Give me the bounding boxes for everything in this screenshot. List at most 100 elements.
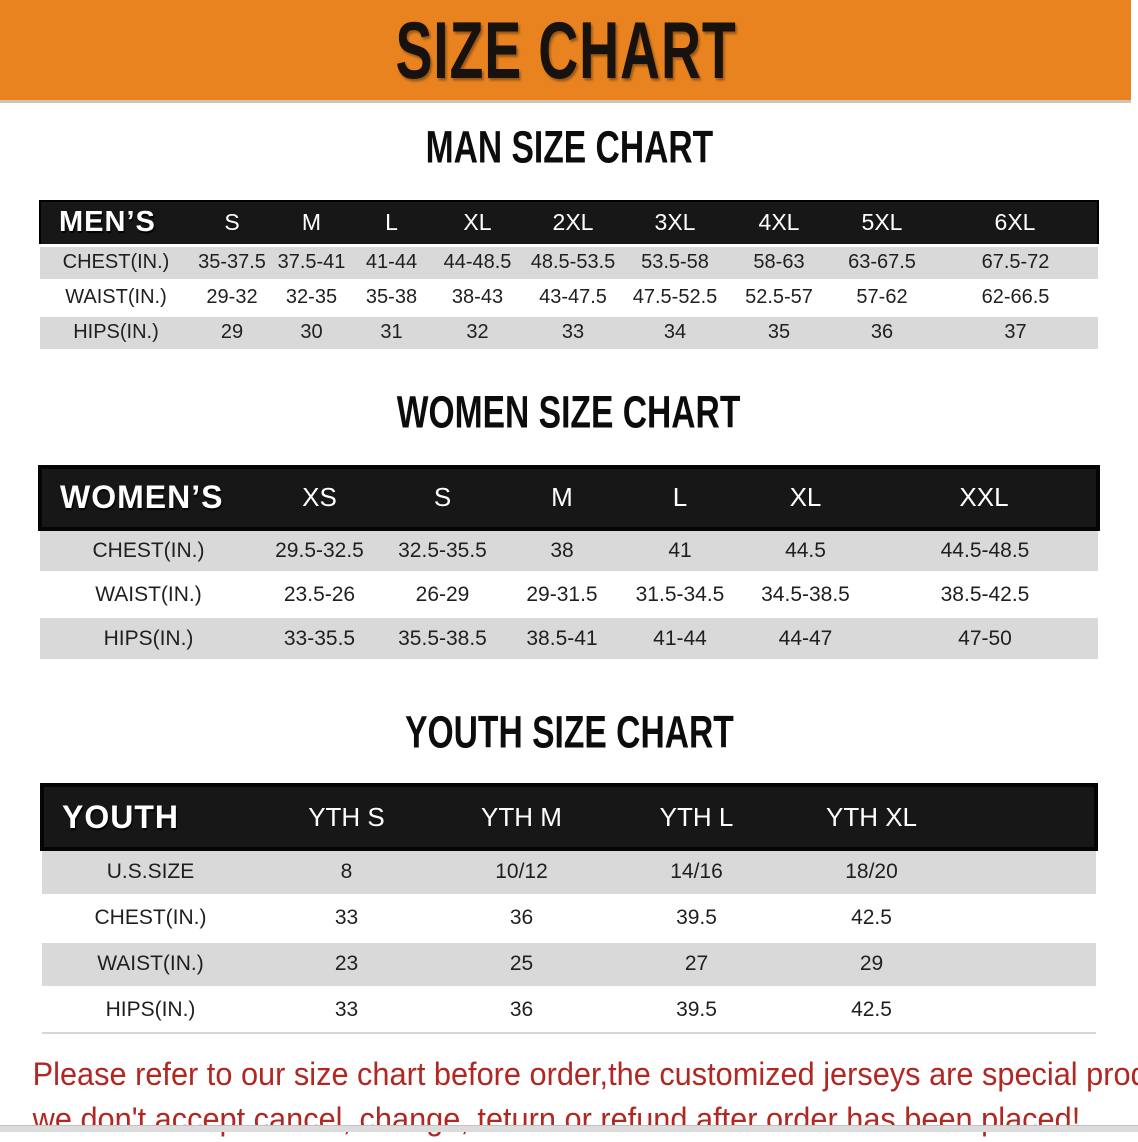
row-label-waistin: WAIST(IN.) [95,582,202,606]
mens-header-row: MEN’S S M L XL 2XL 3XL 4XL 5XL 6XL [40,201,1098,245]
size-value: 33 [334,906,359,929]
size-value: 44.5 [785,538,826,562]
measurement-row-waistin: WAIST(IN.) 23.5-26 26-29 29-31.5 31.5-34.5 34… [40,572,1098,617]
womens-table-body: CHEST(IN.) 29.5-32.5 32.5-35.5 38 41 44.5 44.5… [40,528,1098,661]
column-header-l: L [385,209,398,236]
row-label-waistin: WAIST(IN.) [97,952,204,975]
size-value: 38.5-42.5 [940,582,1030,606]
youth-section-heading-text: YOUTH SIZE CHART [404,706,734,758]
size-value: 31.5-34.5 [635,582,725,606]
disclaimer-line-1: Please refer to our size chart before or… [32,1056,1138,1092]
size-value: 43-47.5 [539,286,607,308]
size-value: 25 [509,952,534,975]
size-value: 23.5-26 [283,582,356,606]
column-header-3xl: 3XL [654,209,696,236]
size-value: 29 [220,321,244,343]
size-value: 67.5-72 [981,251,1050,273]
measurement-row-chestin: CHEST(IN.) 35-37.5 37.5-41 41-44 44-48.5 48.5… [40,245,1098,280]
measurement-row-hipsin: HIPS(IN.) 33 36 39.5 42.5 [42,987,1096,1033]
measurement-row-chestin: CHEST(IN.) 33 36 39.5 42.5 [42,895,1096,941]
size-value: 38.5-41 [526,626,598,650]
size-value: 47-50 [958,626,1012,650]
size-value: 26-29 [415,582,470,606]
size-value: 29-31.5 [526,582,598,606]
womens-table-header: WOMEN’S XS S M L XL XXL [40,466,1098,529]
size-value: 10/12 [495,860,548,884]
column-header-l: L [672,482,688,512]
size-value: 58-63 [753,251,805,273]
size-value: 18/20 [845,860,898,884]
size-value: 32.5-35.5 [398,538,487,562]
size-value: 34.5-38.5 [761,582,850,606]
size-value: 39.5 [676,906,717,929]
mens-table-header: MEN’S S M L XL 2XL 3XL 4XL 5XL 6XL [40,201,1098,245]
measurement-row-hipsin: HIPS(IN.) 29 30 31 32 33 34 35 36 37 [40,315,1098,350]
row-label-waistin: WAIST(IN.) [65,286,167,308]
column-header-ythxl: YTH XL [825,801,918,832]
youth-size-table: YOUTH YTH S YTH M YTH L YTH XL U.S.SIZE 8 10/12… [40,783,1098,1034]
column-header-xs: XS [302,482,337,512]
size-value: 44-47 [778,626,833,650]
size-value: 27 [684,952,709,975]
column-header-ythm: YTH M [481,801,562,832]
row-label-chestin: CHEST(IN.) [94,906,207,929]
size-value: 30 [300,321,323,343]
measurement-row-waistin: WAIST(IN.) 29-32 32-35 35-38 38-43 43-47.5 47.… [40,280,1098,315]
size-tables-container: MAN SIZE CHART MEN’S S M L XL 2XL 3XL 4XL 5XL 6XL C… [0,121,1138,1034]
mens-header-label: MEN’S [59,206,156,239]
column-header-m: M [301,209,322,236]
column-header-s: S [433,482,452,512]
row-spacer [959,895,1096,941]
youth-section-heading: YOUTH SIZE CHART [0,706,1138,763]
column-header-xl: XL [789,482,822,512]
size-value: 36 [509,998,534,1022]
header-spacer [959,785,1096,849]
column-header-4xl: 4XL [758,209,800,236]
size-value: 52.5-57 [745,286,813,308]
womens-size-table: WOMEN’S XS S M L XL XXL CHEST(IN.) 29.5-32.5 32.5… [38,465,1100,663]
size-value: 14/16 [670,860,723,884]
youth-header-row: YOUTH YTH S YTH M YTH L YTH XL [42,785,1096,849]
womens-section-heading: WOMEN SIZE CHART [0,386,1138,443]
youth-header-label: YOUTH [62,798,179,835]
size-value: 47.5-52.5 [632,286,718,308]
mens-table-body: CHEST(IN.) 35-37.5 37.5-41 41-44 44-48.5 48.5… [40,245,1098,350]
mens-section-heading: MAN SIZE CHART [0,121,1138,178]
row-label-hipsin: HIPS(IN.) [103,626,194,650]
size-value: 33-35.5 [283,626,356,650]
size-value: 63-67.5 [848,251,916,273]
column-header-6xl: 6XL [994,209,1036,236]
size-value: 38-43 [451,286,504,308]
size-value: 41 [668,538,692,562]
size-value: 39.5 [676,998,717,1022]
column-header-s: S [224,209,240,236]
size-value: 29-32 [206,286,258,308]
size-value: 32-35 [285,286,338,308]
size-value: 41-44 [653,626,707,650]
mens-size-table: MEN’S S M L XL 2XL 3XL 4XL 5XL 6XL CHEST(IN.) 35-37… [39,200,1099,352]
bottom-edge-strip [0,1125,1138,1132]
size-value: 31 [380,321,403,343]
size-value: 38 [550,538,574,562]
column-header-2xl: 2XL [552,209,594,236]
size-chart-banner: SIZE CHART [0,0,1131,103]
disclaimer-line-2: we don't accept cancel, change, teturn o… [32,1101,1081,1137]
mens-section-heading-text: MAN SIZE CHART [425,121,713,173]
size-value: 33 [561,321,585,343]
womens-header-label: WOMEN’S [60,479,224,515]
size-value: 23 [334,952,359,975]
size-value: 33 [334,998,359,1022]
womens-section-heading-text: WOMEN SIZE CHART [397,386,741,437]
size-value: 48.5-53.5 [530,251,616,273]
row-spacer [959,941,1096,987]
column-header-xxl: XXL [959,482,1009,512]
column-header-m: M [551,482,573,512]
size-value: 53.5-58 [641,251,709,273]
size-value: 36 [509,906,534,929]
row-label-ussize: U.S.SIZE [106,860,195,884]
page-title: SIZE CHART [363,10,769,91]
size-value: 35.5-38.5 [398,626,487,650]
row-label-hipsin: HIPS(IN.) [73,321,159,343]
size-value: 37.5-41 [277,251,346,273]
row-label-chestin: CHEST(IN.) [92,538,205,562]
